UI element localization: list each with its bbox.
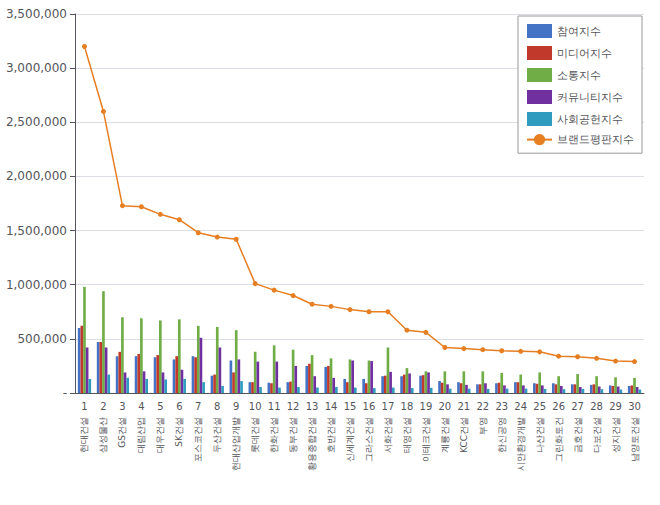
- svg-text:삼성물산: 삼성물산: [98, 417, 108, 453]
- svg-text:15: 15: [344, 401, 357, 412]
- svg-text:26: 26: [552, 401, 565, 412]
- svg-text:2: 2: [100, 401, 106, 412]
- svg-text:SK건설: SK건설: [174, 417, 184, 447]
- svg-text:참여지수: 참여지수: [557, 25, 601, 38]
- svg-text:대우건설: 대우건설: [155, 417, 165, 453]
- svg-text:계룡건설: 계룡건설: [440, 417, 450, 453]
- svg-text:23: 23: [495, 401, 508, 412]
- svg-text:20: 20: [438, 401, 451, 412]
- svg-text:28: 28: [590, 401, 603, 412]
- svg-text:현대건설: 현대건설: [79, 417, 89, 453]
- svg-text:1: 1: [81, 401, 87, 412]
- svg-text:포스코건설: 포스코건설: [193, 417, 203, 462]
- svg-text:시안환경개발: 시안환경개발: [516, 417, 526, 471]
- svg-text:2,000,000: 2,000,000: [6, 169, 67, 183]
- svg-text:3,000,000: 3,000,000: [6, 61, 67, 75]
- svg-text:GS건설: GS건설: [117, 417, 127, 448]
- svg-text:6: 6: [176, 401, 182, 412]
- svg-text:금호건설: 금호건설: [573, 417, 583, 453]
- svg-text:7: 7: [195, 401, 201, 412]
- svg-text:커뮤니티지수: 커뮤니티지수: [557, 91, 623, 104]
- svg-text:서화건설: 서화건설: [383, 417, 393, 453]
- svg-text:황용종합건설: 황용종합건설: [307, 417, 317, 471]
- svg-text:30: 30: [628, 401, 641, 412]
- svg-text:미디어지수: 미디어지수: [557, 47, 612, 60]
- svg-text:1,000,000: 1,000,000: [6, 278, 67, 292]
- svg-text:4: 4: [138, 401, 144, 412]
- svg-text:21: 21: [457, 401, 470, 412]
- svg-text:다보건설: 다보건설: [592, 417, 602, 453]
- svg-text:2,500,000: 2,500,000: [6, 115, 67, 129]
- svg-text:남양토건설: 남양토건설: [630, 417, 640, 462]
- svg-text:24: 24: [514, 401, 527, 412]
- svg-text:29: 29: [609, 401, 622, 412]
- svg-text:18: 18: [401, 401, 414, 412]
- svg-text:태영건설: 태영건설: [402, 417, 412, 453]
- svg-text:8: 8: [214, 401, 220, 412]
- svg-text:10: 10: [249, 401, 262, 412]
- svg-text:19: 19: [420, 401, 433, 412]
- svg-text:12: 12: [287, 401, 300, 412]
- svg-text:현대산업개발: 현대산업개발: [231, 417, 241, 471]
- svg-text:-: -: [63, 386, 67, 400]
- svg-text:1,500,000: 1,500,000: [6, 224, 67, 238]
- svg-text:그라스건설: 그라스건설: [364, 417, 374, 462]
- svg-text:11: 11: [268, 401, 281, 412]
- svg-text:500,000: 500,000: [17, 332, 67, 346]
- svg-text:브랜드평판지수: 브랜드평판지수: [557, 133, 634, 146]
- svg-text:5: 5: [157, 401, 163, 412]
- svg-text:나산건설: 나산건설: [535, 417, 545, 453]
- svg-text:롯데건설: 롯데건설: [250, 417, 260, 453]
- svg-text:신세계건설: 신세계건설: [345, 417, 355, 462]
- svg-text:두산건설: 두산건설: [212, 417, 222, 453]
- svg-text:부영: 부영: [478, 417, 488, 435]
- svg-text:9: 9: [233, 401, 239, 412]
- svg-text:3: 3: [119, 401, 125, 412]
- svg-text:성지건설: 성지건설: [611, 417, 621, 453]
- svg-text:3,500,000: 3,500,000: [6, 7, 67, 21]
- svg-text:17: 17: [382, 401, 395, 412]
- svg-text:사회공헌지수: 사회공헌지수: [557, 113, 623, 126]
- svg-text:대림산업: 대림산업: [136, 417, 146, 453]
- svg-text:25: 25: [533, 401, 546, 412]
- svg-text:이테크건설: 이테크건설: [421, 417, 431, 462]
- svg-text:22: 22: [476, 401, 489, 412]
- svg-text:소통지수: 소통지수: [557, 69, 601, 82]
- svg-text:14: 14: [325, 401, 338, 412]
- svg-text:그린화토건: 그린화토건: [554, 417, 564, 462]
- svg-text:16: 16: [363, 401, 376, 412]
- svg-text:한신공영: 한신공영: [497, 417, 507, 453]
- svg-text:27: 27: [571, 401, 584, 412]
- svg-text:동부건설: 동부건설: [288, 417, 298, 453]
- svg-text:KCC건설: KCC건설: [459, 417, 469, 453]
- svg-text:한화건설: 한화건설: [269, 417, 279, 453]
- svg-text:13: 13: [306, 401, 319, 412]
- svg-text:호반건설: 호반건설: [326, 417, 336, 453]
